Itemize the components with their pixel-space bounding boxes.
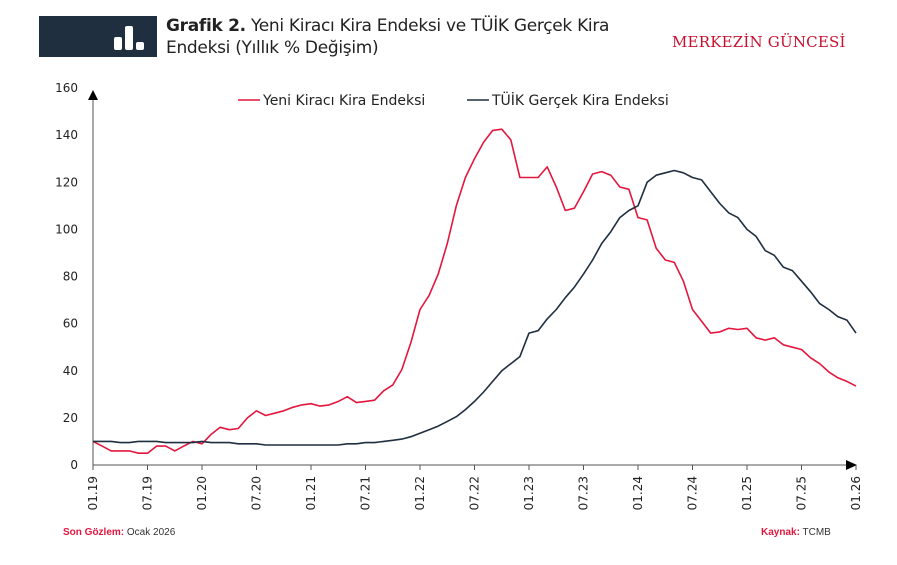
chart-title: Grafik 2. Yeni Kiracı Kira Endeksi ve TÜ… bbox=[166, 15, 636, 59]
x-tick-label: 07.24 bbox=[686, 476, 700, 510]
x-tick-label: 07.21 bbox=[359, 476, 373, 510]
header-badge bbox=[39, 16, 157, 57]
x-tick-label: 01.21 bbox=[304, 476, 318, 510]
last-observation-value: Ocak 2026 bbox=[124, 527, 176, 538]
x-axis-arrow bbox=[846, 460, 857, 470]
x-tick-label: 07.23 bbox=[577, 476, 591, 510]
y-tick-label: 0 bbox=[70, 458, 78, 472]
y-tick-label: 40 bbox=[63, 364, 78, 378]
x-tick-label: 07.20 bbox=[250, 476, 264, 510]
y-tick-label: 160 bbox=[55, 81, 78, 95]
y-tick-label: 120 bbox=[55, 175, 78, 189]
y-tick-label: 140 bbox=[55, 128, 78, 142]
chart-title-text: Yeni Kiracı Kira Endeksi ve TÜİK Gerçek … bbox=[166, 16, 610, 58]
chart-title-number: Grafik 2. bbox=[166, 16, 246, 36]
y-tick-label: 60 bbox=[63, 317, 78, 331]
x-tick-label: 01.22 bbox=[413, 476, 427, 510]
source-value: TCMB bbox=[799, 527, 831, 538]
x-tick-label: 01.20 bbox=[195, 476, 209, 510]
legend-label-1: Yeni Kiracı Kira Endeksi bbox=[262, 93, 425, 109]
last-observation-label: Son Gözlem: bbox=[63, 527, 125, 538]
series-line-2 bbox=[93, 169, 857, 446]
bar-chart-icon bbox=[114, 26, 144, 50]
x-tick-label: 07.25 bbox=[795, 476, 809, 510]
x-tick-label: 01.26 bbox=[849, 476, 863, 510]
x-tick-label: 01.19 bbox=[86, 476, 100, 510]
x-tick-label: 07.22 bbox=[468, 476, 482, 510]
series-line-1 bbox=[92, 128, 857, 454]
brand-logo: MERKEZİN GÜNCESİ bbox=[672, 33, 846, 51]
y-axis-arrow bbox=[88, 90, 98, 100]
source-label: Kaynak: bbox=[761, 527, 800, 538]
last-observation: Son Gözlem: Ocak 2026 bbox=[63, 527, 175, 538]
y-tick-label: 100 bbox=[55, 222, 78, 236]
y-tick-label: 20 bbox=[63, 411, 78, 425]
x-tick-label: 01.25 bbox=[740, 476, 754, 510]
source: Kaynak: TCMB bbox=[761, 527, 831, 538]
y-tick-label: 80 bbox=[63, 270, 78, 284]
x-tick-label: 01.23 bbox=[522, 476, 536, 510]
legend-label-2: TÜİK Gerçek Kira Endeksi bbox=[491, 91, 669, 109]
x-tick-label: 07.19 bbox=[141, 476, 155, 510]
x-tick-label: 01.24 bbox=[631, 476, 645, 510]
